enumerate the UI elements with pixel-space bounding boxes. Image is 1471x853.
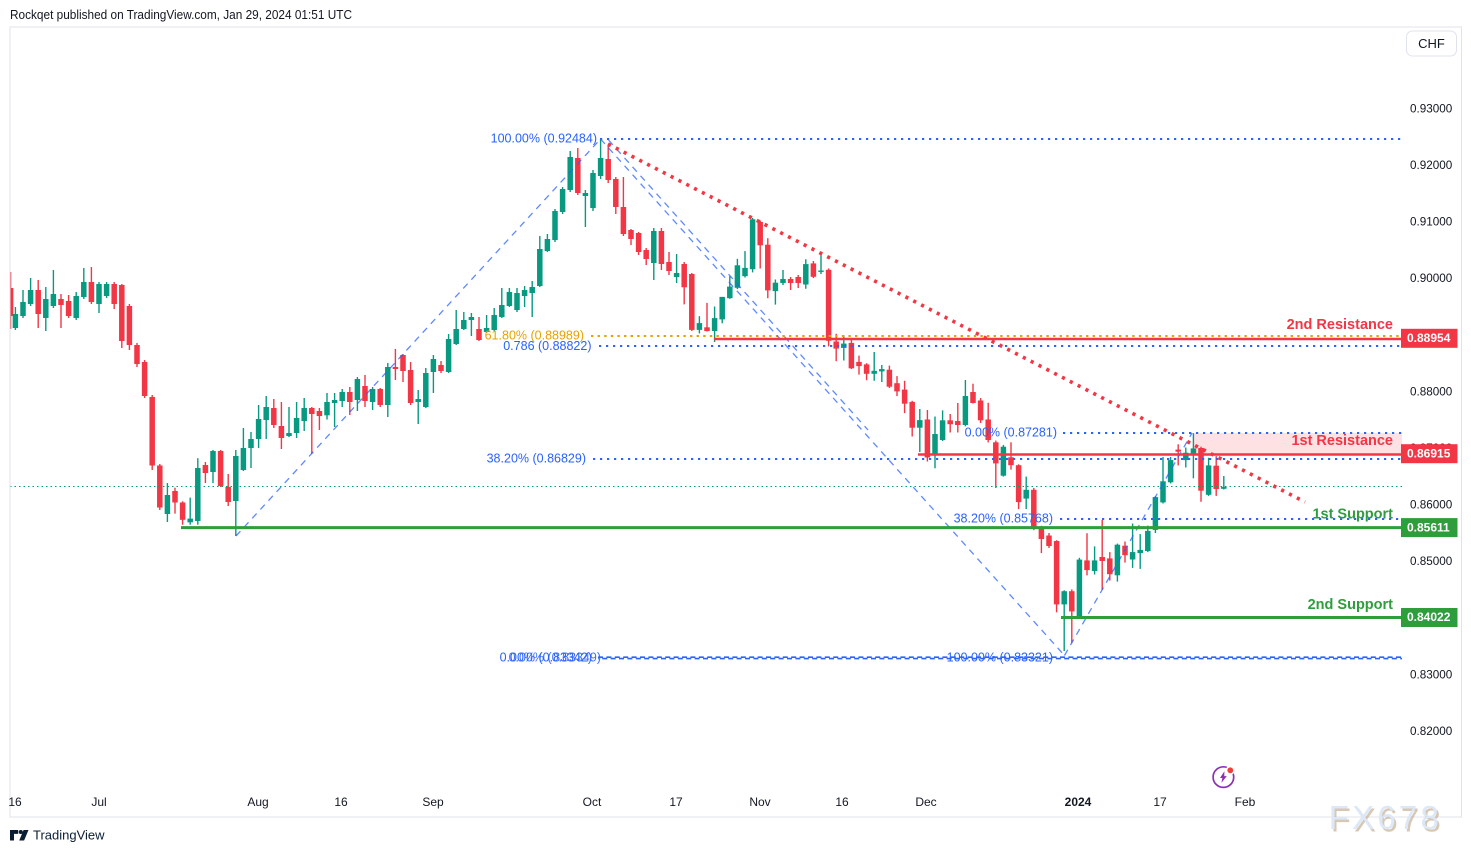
svg-text:FX678: FX678 [1331,802,1444,839]
svg-text:17: 17 [1153,795,1167,809]
svg-text:0.85000: 0.85000 [1410,555,1453,568]
svg-text:0.88954: 0.88954 [1407,331,1451,345]
svg-text:38.20% (0.85768): 38.20% (0.85768) [954,511,1053,525]
svg-text:Sep: Sep [422,795,444,809]
svg-text:TradingView: TradingView [33,827,105,842]
svg-text:CHF: CHF [1418,36,1445,51]
svg-text:2024: 2024 [1065,795,1092,809]
svg-text:1st Resistance: 1st Resistance [1291,433,1393,449]
svg-text:Dec: Dec [915,795,936,809]
svg-text:0.84022: 0.84022 [1407,610,1451,624]
svg-text:FX678: FX678 [1329,799,1442,836]
svg-text:100.00% (0.83321): 100.00% (0.83321) [947,650,1053,664]
svg-text:2nd Support: 2nd Support [1308,597,1394,613]
svg-text:16: 16 [8,795,22,809]
svg-text:0.86000: 0.86000 [1410,498,1453,511]
svg-text:Nov: Nov [749,795,770,809]
svg-text:0.92000: 0.92000 [1410,159,1453,172]
svg-text:16: 16 [334,795,348,809]
svg-text:1st Support: 1st Support [1312,506,1393,522]
svg-text:0.93000: 0.93000 [1410,102,1453,115]
svg-text:61.80% (0.88989): 61.80% (0.88989) [485,328,584,342]
svg-text:Feb: Feb [1235,795,1256,809]
svg-text:38.20% (0.86829): 38.20% (0.86829) [487,451,586,465]
svg-text:100.00% (0.92484): 100.00% (0.92484) [491,131,597,145]
svg-text:0.00% (0.83349): 0.00% (0.83349) [509,650,601,664]
svg-text:Oct: Oct [583,795,602,809]
svg-text:0.86915: 0.86915 [1407,446,1451,460]
svg-text:0.00% (0.87281): 0.00% (0.87281) [965,425,1057,439]
svg-text:2nd Resistance: 2nd Resistance [1287,317,1393,333]
svg-text:0.786 (0.88822): 0.786 (0.88822) [503,339,591,353]
svg-text:0.83000: 0.83000 [1410,668,1453,681]
svg-text:0.00% (0.83342): 0.00% (0.83342) [500,650,592,664]
svg-text:0.90000: 0.90000 [1410,272,1453,285]
svg-text:17: 17 [669,795,683,809]
svg-text:Rockqet published on TradingVi: Rockqet published on TradingView.com, Ja… [10,7,352,22]
svg-text:0.82000: 0.82000 [1410,725,1453,738]
svg-text:0.88000: 0.88000 [1410,385,1453,398]
svg-text:Jul: Jul [91,795,106,809]
svg-text:Aug: Aug [247,795,268,809]
svg-text:0.85611: 0.85611 [1407,520,1450,534]
svg-text:16: 16 [835,795,849,809]
svg-text:0.91000: 0.91000 [1410,215,1453,228]
